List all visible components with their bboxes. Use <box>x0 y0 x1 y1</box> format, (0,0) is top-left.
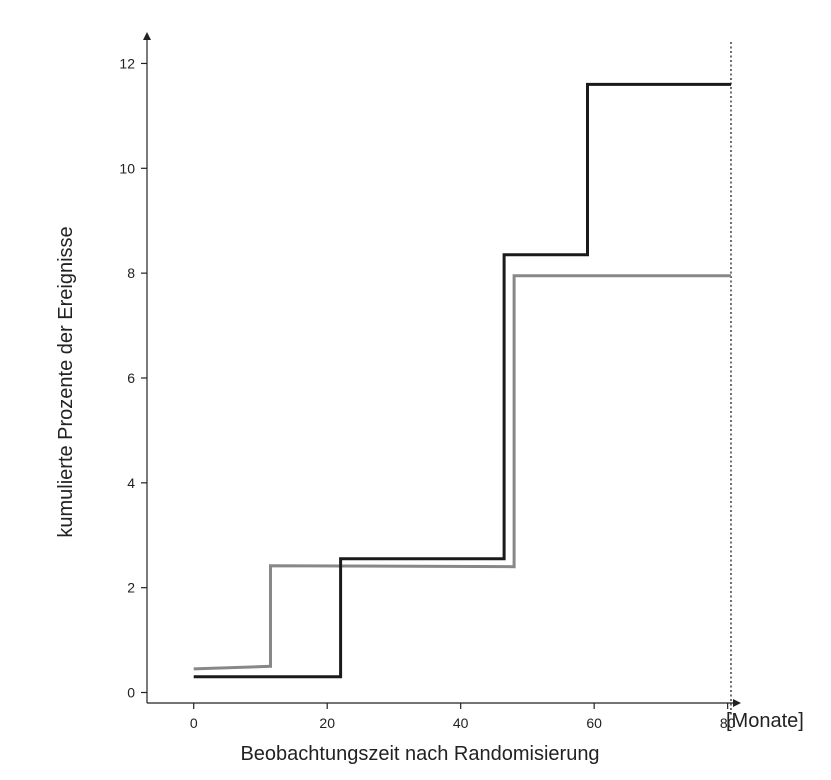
y-tick-label: 8 <box>127 265 135 281</box>
y-tick-label: 10 <box>119 160 135 176</box>
x-axis-title: Beobachtungszeit nach Randomisierung <box>240 743 599 765</box>
y-tick-label: 12 <box>119 55 135 71</box>
x-tick-label: 60 <box>586 715 602 731</box>
series-line-1 <box>193 82 731 679</box>
series-line-2 <box>193 274 731 671</box>
x-tick-label: 20 <box>319 715 335 731</box>
x-tick-label: 80 <box>720 715 736 731</box>
y-tick-label: 2 <box>127 580 135 596</box>
y-tick-label: 6 <box>127 370 135 386</box>
series-layer <box>193 82 731 679</box>
y-tick-label: 4 <box>127 475 135 491</box>
x-tick-label: 40 <box>453 715 469 731</box>
y-axis-title: kumulierte Prozente der Ereignisse <box>55 226 77 537</box>
x-tick-label: 0 <box>190 715 198 731</box>
axes: 0 2 4 6 8 10 12 0 20 40 60 80 <box>119 32 741 731</box>
y-axis-arrow <box>143 32 151 40</box>
y-tick-label: 0 <box>127 685 135 701</box>
x-axis-unit-label: [Monate] <box>726 710 804 732</box>
x-axis-arrow <box>733 699 741 707</box>
